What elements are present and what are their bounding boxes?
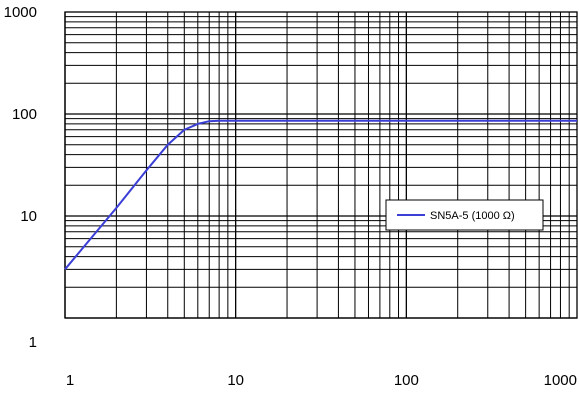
grid: [64, 11, 578, 319]
x-tick-label: 100: [394, 372, 419, 389]
series-line-0: [64, 119, 577, 270]
plot-border: [64, 11, 578, 319]
legend: SN5A-5 (1000 Ω): [385, 199, 544, 231]
tick-labels: 1 10 100 1000 1 10 100 1000: [4, 4, 577, 389]
y-tick-label: 10: [20, 208, 37, 225]
y-tick-label: 1000: [4, 4, 37, 21]
series-layer: [64, 119, 577, 270]
y-tick-label: 1: [29, 334, 37, 351]
x-tick-label: 10: [227, 372, 244, 389]
y-tick-label: 100: [12, 106, 37, 123]
x-tick-label: 1: [66, 372, 74, 389]
x-tick-label: 1000: [544, 372, 577, 389]
legend-label: SN5A-5 (1000 Ω): [430, 210, 515, 222]
